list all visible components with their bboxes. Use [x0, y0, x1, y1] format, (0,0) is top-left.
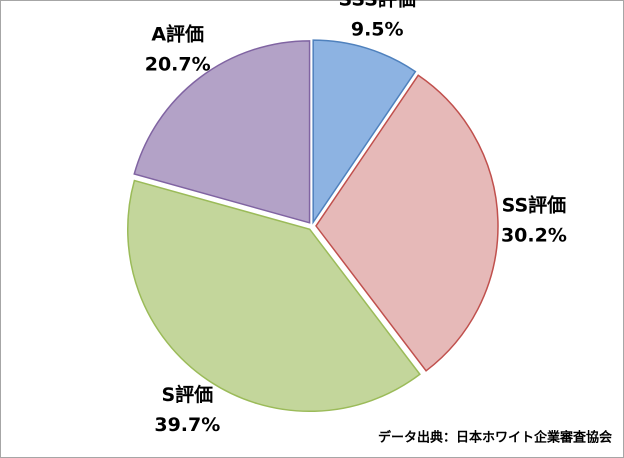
- slice-label: SS評価: [502, 194, 567, 217]
- pie-slice: [133, 40, 311, 224]
- slice-value-label: 30.2%: [501, 225, 567, 247]
- slice-value-label: 39.7%: [154, 414, 220, 436]
- pie-slice: [312, 39, 417, 225]
- pie-slice: [127, 179, 421, 413]
- slice-value-label: 20.7%: [145, 54, 211, 76]
- slice-value-label: 9.5%: [351, 18, 404, 40]
- source-note: データ出典：日本ホワイト企業審査協会: [378, 430, 613, 446]
- slice-label: S評価: [161, 383, 213, 406]
- pie-slice: [315, 74, 499, 372]
- slice-label: SSS評価: [339, 0, 416, 10]
- slice-label: A評価: [151, 23, 204, 46]
